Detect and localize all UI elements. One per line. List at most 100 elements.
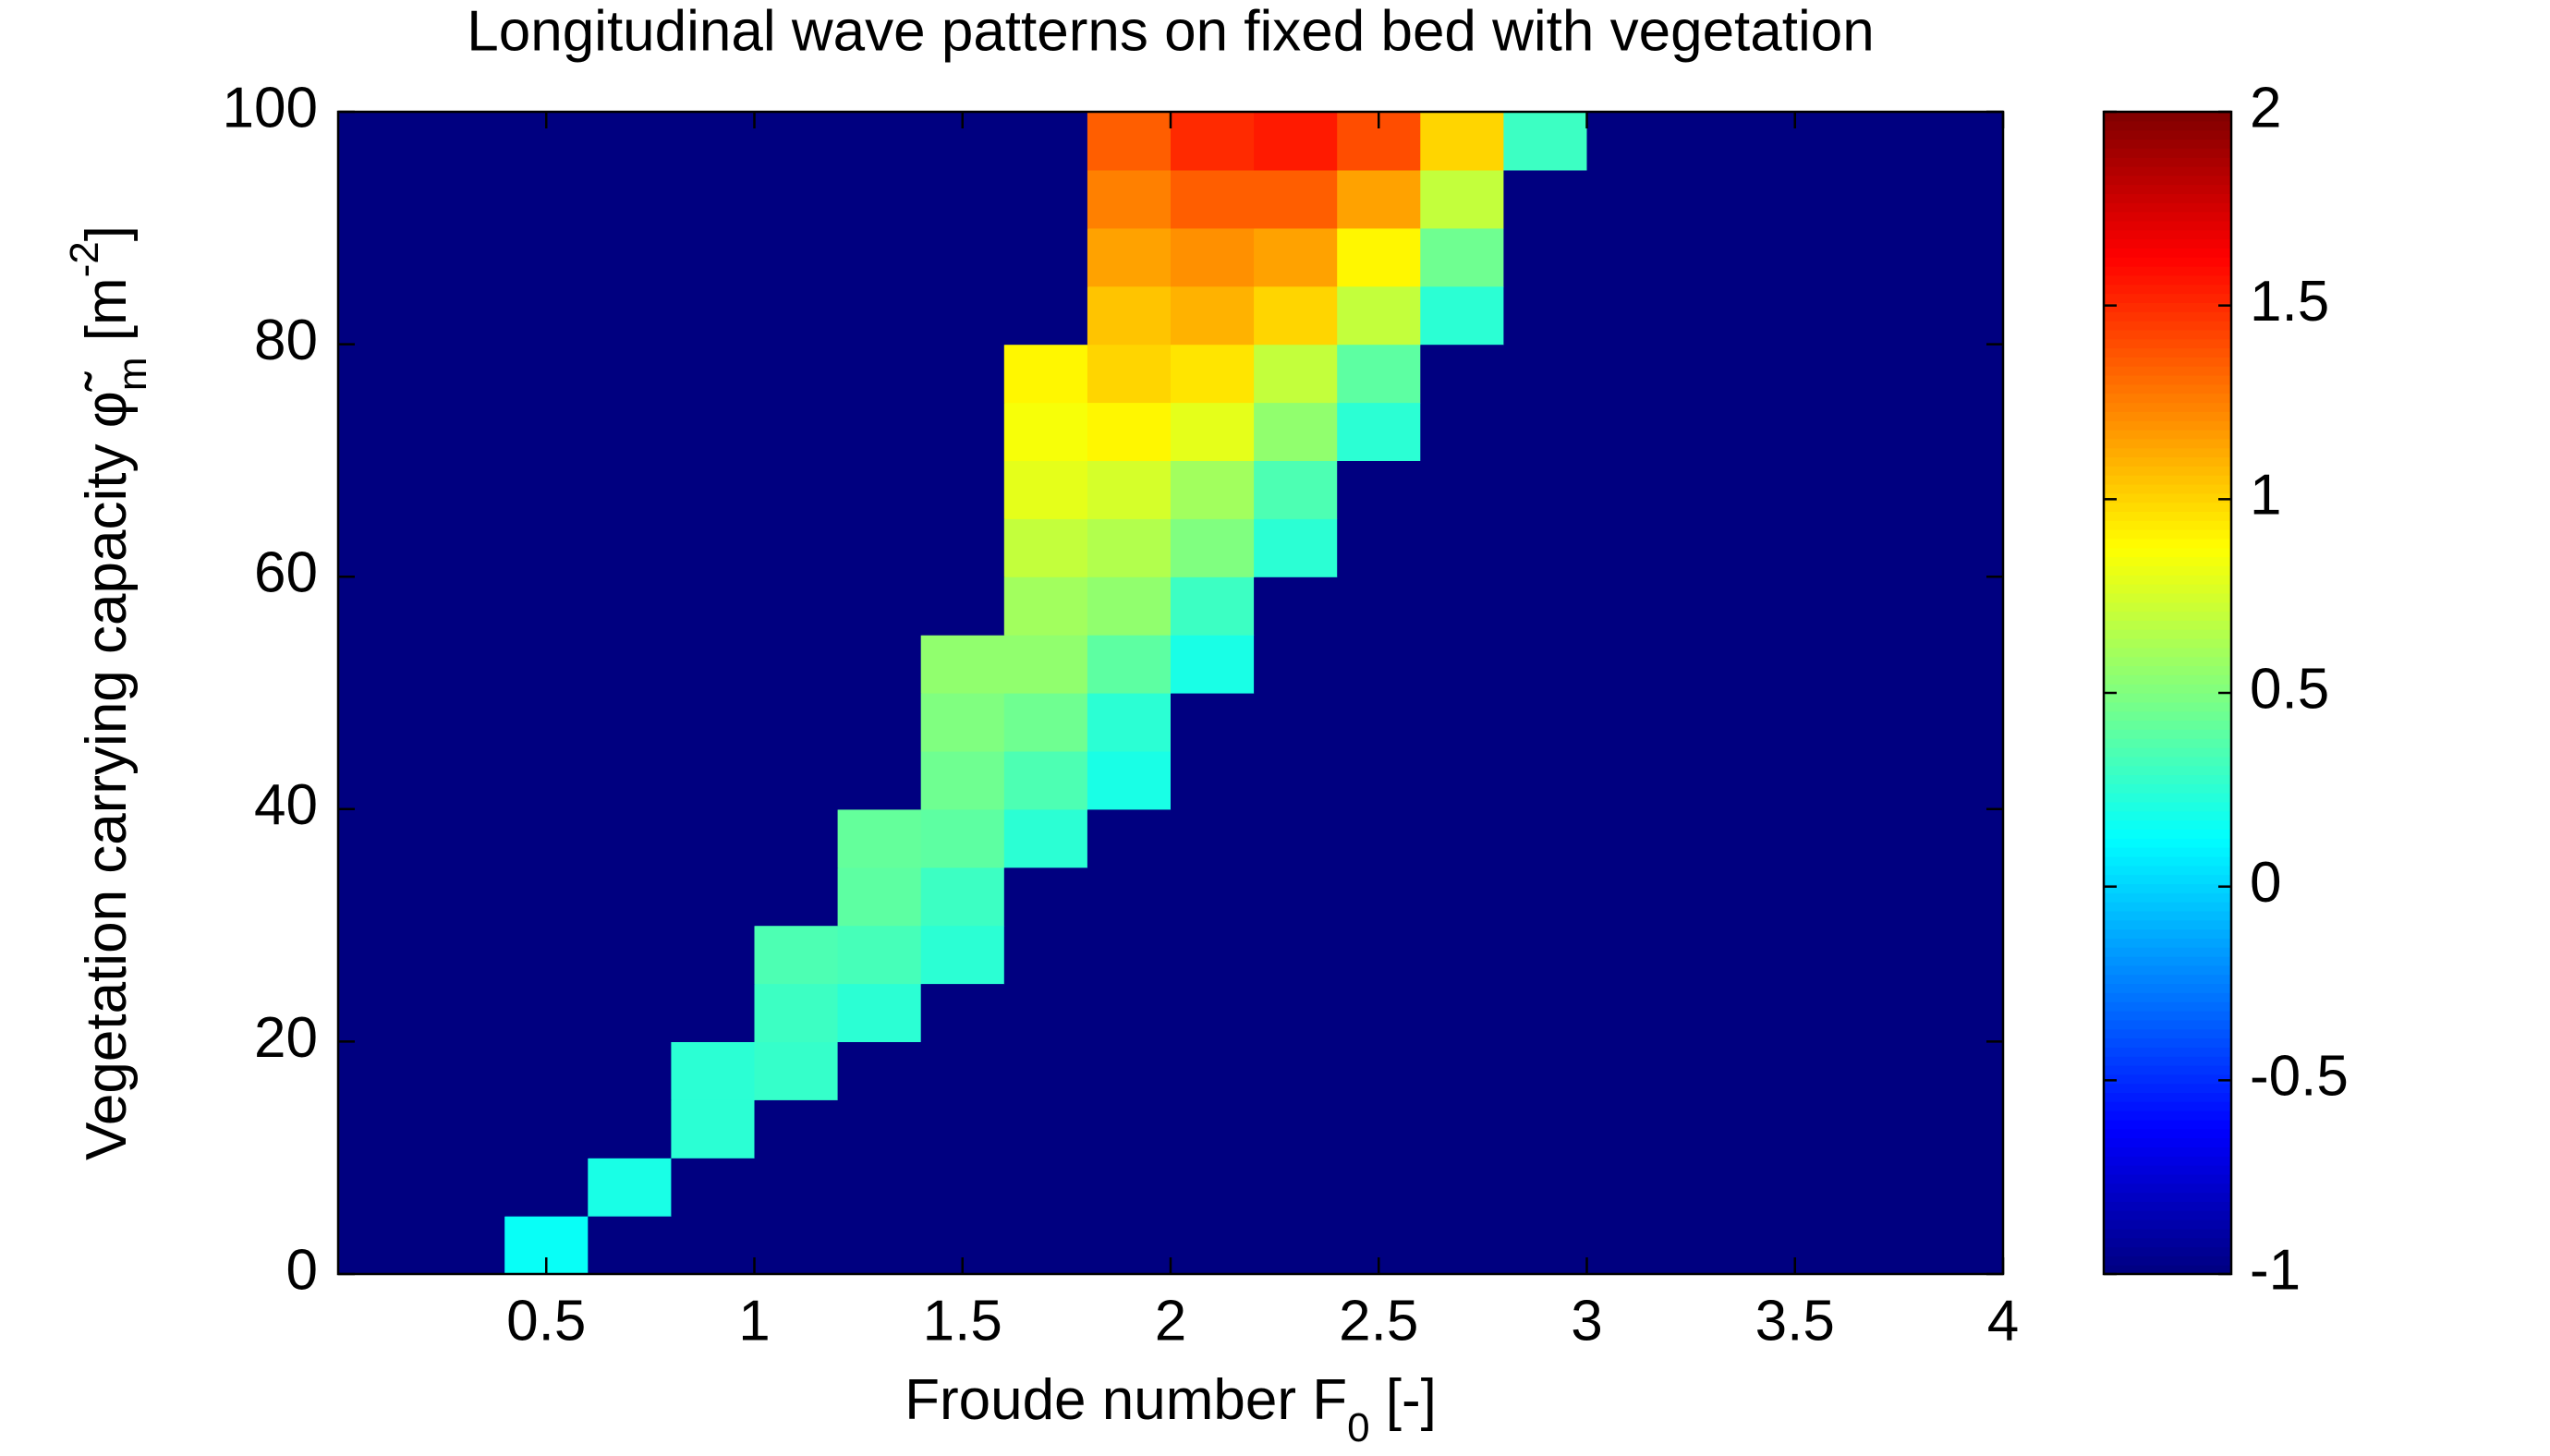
heat-cell — [1670, 1216, 1755, 1275]
heat-cell — [754, 867, 839, 927]
heat-cell — [1087, 1216, 1172, 1275]
heat-cell — [1337, 983, 1421, 1042]
heat-cell — [504, 402, 589, 461]
colorbar-segment — [2104, 321, 2231, 331]
heat-cell — [338, 1041, 422, 1100]
colorbar-segment — [2104, 238, 2231, 249]
heat-cell — [1337, 169, 1421, 229]
colorbar-segment — [2104, 511, 2231, 521]
colorbar-segment — [2104, 538, 2231, 549]
heat-cell — [920, 1099, 1005, 1159]
heat-cell — [1087, 1041, 1172, 1100]
heat-cell — [1670, 1099, 1755, 1159]
heat-cell — [1171, 227, 1255, 287]
heat-cell — [1254, 750, 1338, 810]
heat-cell — [754, 460, 839, 519]
heat-cell — [421, 867, 505, 927]
heat-cell — [1503, 518, 1588, 577]
heat-cell — [1836, 635, 1921, 694]
colorbar-segment — [2104, 647, 2231, 658]
heat-cell — [1171, 1216, 1255, 1275]
colorbar-tick-label: 1 — [2250, 464, 2281, 528]
heat-cell — [837, 402, 922, 461]
heat-cell — [1420, 808, 1504, 868]
colorbar-segment — [2104, 983, 2231, 993]
y-tick-label: 0 — [286, 1238, 318, 1302]
heat-cell — [920, 344, 1005, 404]
heat-cell — [421, 518, 505, 577]
heat-cell — [1753, 285, 1838, 346]
heat-cell — [1087, 925, 1172, 985]
heat-cell — [1420, 344, 1504, 404]
heat-cell — [338, 169, 422, 229]
colorbar-segment — [2104, 892, 2231, 903]
heat-cell — [421, 983, 505, 1042]
heat-cell — [588, 635, 672, 694]
heat-cell — [1836, 112, 1921, 171]
heat-cell — [1670, 344, 1755, 404]
x-tick-label: 2.5 — [1339, 1289, 1418, 1353]
heat-cell — [1919, 227, 2004, 287]
colorbar-segment — [2104, 1237, 2231, 1248]
heat-cell — [1836, 169, 1921, 229]
heat-cell — [1003, 169, 1088, 229]
heat-cell — [1254, 983, 1338, 1042]
colorbar-segment — [2104, 466, 2231, 476]
heat-cell — [754, 112, 839, 171]
colorbar-segment — [2104, 175, 2231, 186]
x-tick-label: 3 — [1571, 1289, 1602, 1353]
heat-cell — [1753, 808, 1838, 868]
colorbar-segment — [2104, 1165, 2231, 1175]
heat-cell — [1171, 518, 1255, 577]
heat-cell — [1503, 1158, 1588, 1217]
colorbar-segment — [2104, 257, 2231, 267]
heat-cell — [1670, 285, 1755, 346]
colorbar-segment — [2104, 565, 2231, 576]
colorbar-segment — [2104, 1256, 2231, 1266]
heat-cell — [421, 693, 505, 752]
heat-cell — [421, 808, 505, 868]
heat-cell — [421, 344, 505, 404]
heat-cell — [1337, 808, 1421, 868]
heat-cell — [1586, 1099, 1671, 1159]
heat-cell — [671, 808, 756, 868]
y-tick-label: 80 — [254, 309, 318, 372]
colorbar-segment — [2104, 492, 2231, 504]
x-tick-label: 3.5 — [1755, 1289, 1835, 1353]
heat-cell — [1003, 635, 1088, 694]
heat-cell — [504, 867, 589, 927]
heat-cell — [338, 1158, 422, 1217]
heat-cell — [338, 1216, 422, 1275]
heat-cell — [837, 169, 922, 229]
colorbar-segment — [2104, 184, 2231, 195]
heat-cell — [754, 1216, 839, 1275]
colorbar-segment — [2104, 1119, 2231, 1130]
heat-cell — [504, 808, 589, 868]
heat-cell — [1753, 344, 1838, 404]
heat-cell — [920, 576, 1005, 636]
colorbar-segment — [2104, 402, 2231, 412]
heat-cell — [1753, 867, 1838, 927]
colorbar-segment — [2104, 139, 2231, 149]
heat-cell — [504, 576, 589, 636]
heat-cell — [1919, 1216, 2004, 1275]
heat-cell — [671, 112, 756, 171]
heat-cell — [1919, 112, 2004, 171]
colorbar-segment — [2104, 910, 2231, 921]
heat-cell — [1919, 808, 2004, 868]
heat-cell — [1753, 1041, 1838, 1100]
heat-cell — [671, 344, 756, 404]
colorbar-segment — [2104, 456, 2231, 467]
heat-cell — [920, 1041, 1005, 1100]
heat-cell — [1586, 983, 1671, 1042]
heat-cell — [837, 576, 922, 636]
colorbar-tick-label: 0 — [2250, 851, 2281, 915]
heat-cell — [1836, 750, 1921, 810]
heat-cell — [421, 925, 505, 985]
heat-cell — [754, 983, 839, 1042]
x-label-sub: 0 — [1347, 1405, 1369, 1450]
heat-cell — [1254, 169, 1338, 229]
heat-cell — [504, 227, 589, 287]
colorbar-segment — [2104, 1147, 2231, 1157]
heat-cell — [754, 808, 839, 868]
